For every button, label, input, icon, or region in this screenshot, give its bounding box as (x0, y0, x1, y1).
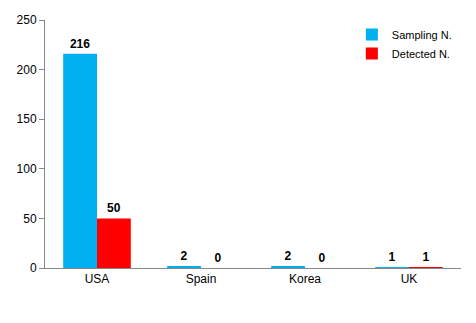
svg-text:USA: USA (85, 272, 110, 286)
svg-text:50: 50 (107, 201, 121, 215)
svg-text:UK: UK (401, 272, 418, 286)
svg-text:Detected N.: Detected N. (392, 48, 450, 60)
svg-text:Korea: Korea (289, 272, 321, 286)
svg-text:200: 200 (17, 63, 37, 77)
svg-text:250: 250 (17, 13, 37, 27)
svg-text:Spain: Spain (186, 272, 217, 286)
svg-text:100: 100 (17, 162, 37, 176)
svg-text:216: 216 (70, 37, 90, 51)
svg-text:50: 50 (23, 212, 37, 226)
svg-text:2: 2 (181, 249, 188, 263)
svg-text:Sampling N.: Sampling N. (392, 29, 452, 41)
svg-text:1: 1 (422, 250, 429, 264)
svg-text:150: 150 (17, 112, 37, 126)
svg-text:2: 2 (285, 249, 292, 263)
svg-text:0: 0 (214, 251, 221, 265)
svg-text:0: 0 (318, 251, 325, 265)
svg-text:0: 0 (30, 261, 37, 275)
svg-text:1: 1 (389, 250, 396, 264)
